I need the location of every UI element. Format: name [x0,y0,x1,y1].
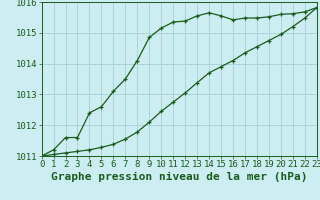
X-axis label: Graphe pression niveau de la mer (hPa): Graphe pression niveau de la mer (hPa) [51,172,308,182]
